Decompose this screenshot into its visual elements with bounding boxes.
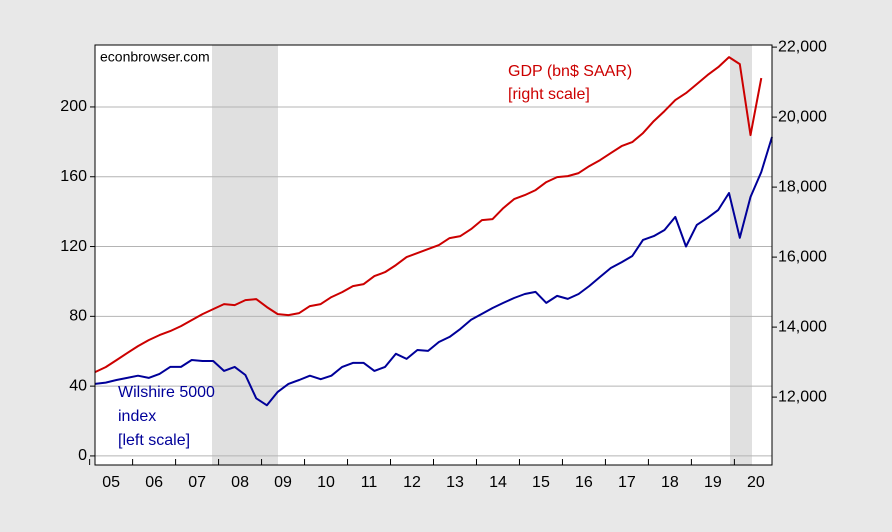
- x-tick-label: 13: [446, 474, 464, 491]
- recession-shade: [730, 45, 752, 465]
- x-tick-label: 15: [532, 474, 550, 491]
- x-tick-label: 18: [661, 474, 679, 491]
- x-tick-label: 17: [618, 474, 636, 491]
- source-label: econbrowser.com: [100, 49, 210, 65]
- y2-tick-label: 16,000: [778, 248, 827, 265]
- y2-tick-label: 12,000: [778, 388, 827, 405]
- y-tick-label: 120: [60, 238, 87, 255]
- x-tick-label: 12: [403, 474, 421, 491]
- series-line: [94, 56, 763, 374]
- x-tick-label: 10: [317, 474, 335, 491]
- series-line: [94, 136, 773, 407]
- series-label: GDP (bn$ SAAR): [508, 63, 632, 80]
- x-tick-label: 09: [274, 474, 292, 491]
- y2-tick-label: 22,000: [778, 38, 827, 55]
- y2-tick-label: 14,000: [778, 318, 827, 335]
- series-label: Wilshire 5000 index: [118, 384, 215, 425]
- recession-shade: [212, 45, 278, 465]
- x-tick-label: 06: [145, 474, 163, 491]
- y2-tick-label: 18,000: [778, 178, 827, 195]
- x-tick-label: 08: [231, 474, 249, 491]
- x-tick-label: 05: [102, 474, 120, 491]
- y-tick-label: 200: [60, 98, 87, 115]
- y-tick-label: 0: [78, 447, 87, 464]
- scale-note: [left scale]: [118, 432, 191, 449]
- x-tick-label: 07: [188, 474, 206, 491]
- scale-note: [right scale]: [508, 86, 590, 103]
- y-tick-label: 80: [69, 308, 87, 325]
- x-tick-label: 19: [704, 474, 722, 491]
- y2-tick-label: 20,000: [778, 108, 827, 125]
- x-tick-label: 11: [361, 474, 378, 491]
- y-tick-label: 40: [69, 377, 87, 394]
- x-tick-label: 14: [489, 474, 507, 491]
- x-tick-label: 20: [747, 474, 765, 491]
- y-tick-label: 160: [60, 168, 87, 185]
- x-tick-label: 16: [575, 474, 593, 491]
